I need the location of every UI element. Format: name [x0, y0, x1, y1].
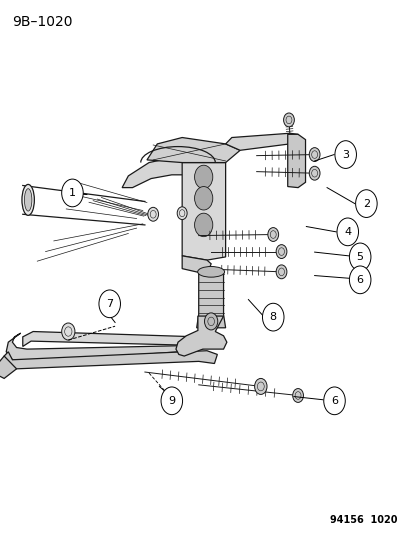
Circle shape — [323, 387, 344, 415]
Text: 1: 1 — [69, 188, 76, 198]
Circle shape — [349, 266, 370, 294]
Ellipse shape — [197, 266, 224, 277]
Circle shape — [309, 148, 319, 161]
Polygon shape — [4, 351, 217, 369]
Text: 9: 9 — [168, 396, 175, 406]
Circle shape — [349, 243, 370, 271]
Circle shape — [355, 190, 376, 217]
Circle shape — [283, 113, 294, 127]
Circle shape — [147, 207, 158, 221]
Polygon shape — [225, 133, 297, 150]
Circle shape — [177, 207, 187, 220]
Polygon shape — [6, 333, 209, 362]
Circle shape — [334, 141, 356, 168]
Circle shape — [99, 290, 120, 318]
Polygon shape — [196, 272, 225, 328]
Polygon shape — [0, 356, 17, 378]
Polygon shape — [122, 157, 211, 188]
Ellipse shape — [24, 189, 32, 211]
Text: 9B–1020: 9B–1020 — [12, 15, 73, 29]
Circle shape — [292, 389, 303, 402]
Polygon shape — [147, 138, 240, 163]
Circle shape — [62, 179, 83, 207]
Text: 3: 3 — [342, 150, 348, 159]
Text: 5: 5 — [356, 252, 363, 262]
Circle shape — [62, 323, 75, 340]
Polygon shape — [182, 256, 211, 273]
Circle shape — [194, 165, 212, 189]
Polygon shape — [182, 163, 225, 260]
Text: 6: 6 — [356, 275, 363, 285]
Circle shape — [161, 387, 182, 415]
Circle shape — [262, 303, 283, 331]
Text: 2: 2 — [362, 199, 369, 208]
Text: 94156  1020: 94156 1020 — [329, 515, 396, 526]
Text: 6: 6 — [330, 396, 337, 406]
Circle shape — [336, 218, 358, 246]
Circle shape — [194, 187, 212, 210]
Circle shape — [194, 213, 212, 237]
Text: 8: 8 — [269, 312, 276, 322]
Polygon shape — [176, 316, 226, 356]
Ellipse shape — [22, 184, 34, 215]
Circle shape — [267, 228, 278, 241]
Text: 4: 4 — [343, 227, 351, 237]
Polygon shape — [23, 332, 211, 348]
Circle shape — [275, 245, 286, 259]
Polygon shape — [287, 134, 305, 188]
Circle shape — [254, 378, 266, 394]
Circle shape — [309, 166, 319, 180]
Circle shape — [204, 313, 217, 330]
Circle shape — [275, 265, 286, 279]
Text: 7: 7 — [106, 299, 113, 309]
